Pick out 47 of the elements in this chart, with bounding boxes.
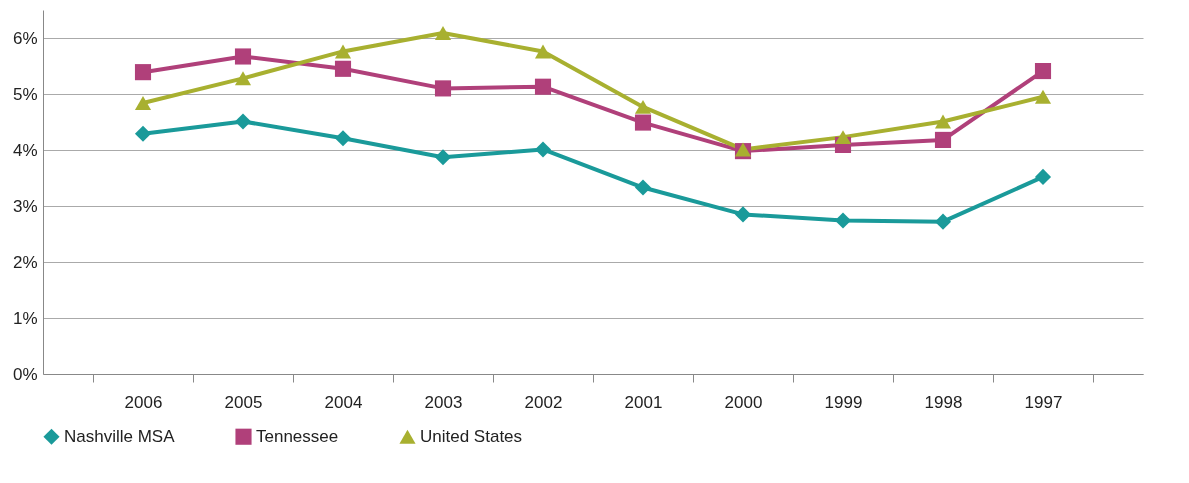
point [634, 99, 652, 114]
y-tick-label: 5% [12, 84, 38, 104]
point [634, 114, 652, 131]
point [734, 206, 752, 223]
y-tick-label: 1% [12, 308, 38, 328]
x-tick-label: 2002 [524, 392, 563, 412]
y-tick-label: 6% [12, 28, 38, 48]
x-tick-label: 1998 [924, 392, 963, 412]
point [334, 44, 352, 59]
x-tick-label: 2003 [424, 392, 463, 412]
x-tick-label: 1999 [824, 392, 863, 412]
point [834, 212, 852, 229]
point [934, 213, 952, 230]
point [534, 141, 552, 158]
x-tick-label: 2004 [324, 392, 363, 412]
point [134, 95, 152, 110]
point [334, 60, 352, 77]
point [1034, 89, 1052, 104]
point [134, 125, 152, 142]
point [934, 114, 952, 129]
point [534, 44, 552, 59]
y-tick-label: 2% [12, 252, 38, 272]
point [234, 48, 252, 65]
legend-label: Nashville MSA [64, 426, 176, 446]
point [934, 131, 952, 148]
point [1034, 62, 1052, 80]
x-tick-label: 2005 [224, 392, 263, 412]
point [1034, 168, 1052, 185]
x-tick-label: 2001 [624, 392, 663, 412]
point [434, 25, 452, 40]
point [334, 130, 352, 147]
legend-label: United States [420, 426, 523, 446]
point [234, 113, 252, 130]
legend-label: Tennessee [256, 426, 339, 446]
x-tick-label: 2006 [124, 392, 163, 412]
point [534, 78, 552, 95]
y-tick-label: 0% [12, 364, 38, 384]
y-tick-label: 3% [12, 196, 38, 216]
point [834, 130, 852, 145]
point [634, 179, 652, 196]
x-tick-label: 1997 [1024, 392, 1063, 412]
point [434, 80, 452, 97]
point [234, 71, 252, 86]
point [434, 149, 452, 166]
y-tick-label: 4% [12, 140, 38, 160]
x-tick-label: 2000 [724, 392, 763, 412]
point [134, 64, 152, 81]
